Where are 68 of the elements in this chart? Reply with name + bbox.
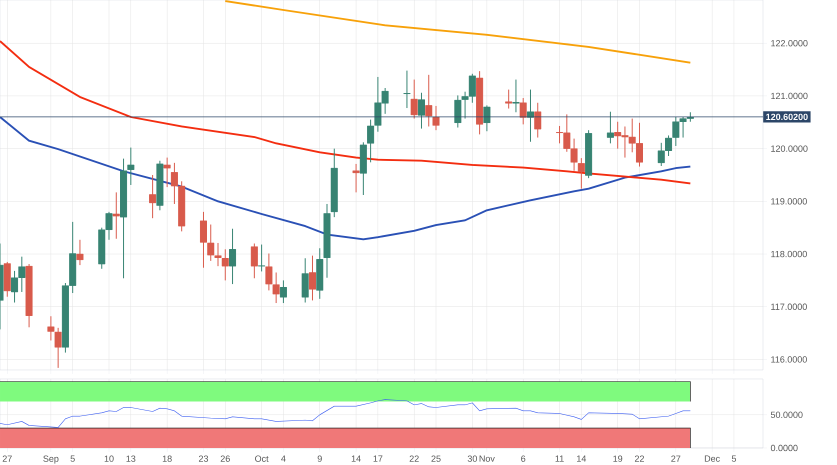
candlestick (432, 105, 440, 131)
y-tick-label: 122.0000 (771, 40, 808, 46)
x-tick-label: 22 (410, 456, 419, 462)
candlestick (425, 74, 432, 127)
candlestick (302, 258, 309, 304)
x-tick-label: 9 (318, 456, 322, 462)
x-tick-label: 13 (126, 456, 136, 462)
candlestick (149, 174, 156, 219)
x-tick-label: 11 (556, 456, 564, 462)
x-tick-label: 4 (281, 456, 286, 462)
x-tick-label: 18 (162, 456, 172, 462)
x-tick-label: 19 (613, 456, 622, 462)
candlestick (578, 158, 585, 190)
x-tick-label: 6 (521, 456, 526, 462)
x-tick-label: 17 (374, 456, 382, 462)
x-tick-label: 5 (70, 456, 75, 462)
x-tick-label: 14 (577, 456, 586, 462)
candlestick (265, 253, 272, 291)
y-tick-label: 118.0000 (771, 250, 807, 258)
candlestick (534, 102, 542, 138)
ref-line-label: 120.60200 (766, 114, 808, 120)
candlestick (258, 244, 266, 272)
candlestick (280, 280, 287, 304)
x-tick-label: 27 (671, 456, 680, 462)
y-tick-label: 120.0000 (771, 145, 808, 152)
candlestick (410, 79, 418, 120)
line-series (0, 116, 692, 240)
line-series (224, 0, 692, 64)
x-tick-label: 27 (2, 456, 12, 462)
candlestick (76, 239, 84, 266)
candlestick (352, 163, 360, 193)
candlestick (483, 104, 490, 132)
x-tick-label: 25 (431, 456, 441, 462)
y-tick-label: 117.0000 (771, 304, 807, 310)
x-tick-label: 26 (220, 456, 230, 462)
x-tick-label: Dec (704, 456, 720, 462)
candlestick (418, 92, 425, 130)
x-tick-label: 14 (352, 456, 361, 462)
x-tick-label: 30 (468, 456, 477, 462)
candlestick (127, 147, 134, 186)
x-tick-label: 5 (732, 456, 736, 462)
x-tick-label: Sep (43, 456, 58, 464)
candlestick (308, 255, 316, 301)
candlestick (222, 248, 229, 281)
candlestick (112, 192, 120, 240)
y-tick-label: 0.0000 (770, 444, 798, 452)
y-tick-label: 119.0000 (771, 198, 807, 205)
x-tick-label: Oct (255, 456, 269, 462)
candlestick (606, 111, 614, 144)
candlestick (454, 94, 462, 128)
x-tick-label: 10 (104, 456, 114, 462)
candlestick (214, 242, 222, 267)
candlestick (164, 157, 171, 188)
y-tick-label: 50.0000 (770, 412, 803, 418)
candlestick (505, 89, 512, 110)
candlestick (512, 79, 520, 113)
candlestick (520, 98, 527, 125)
candlestick (403, 70, 410, 109)
y-tick-label: 116.0000 (771, 356, 807, 363)
y-tick-label: 121.0000 (771, 92, 808, 100)
x-tick-label: 22 (634, 456, 644, 462)
line-series (0, 40, 692, 184)
candlestick (250, 242, 258, 279)
candlestick (272, 272, 280, 304)
candlestick (229, 228, 236, 285)
line-series (0, 399, 691, 428)
x-tick-label: 23 (198, 456, 208, 462)
x-tick-label: Nov (480, 456, 495, 462)
